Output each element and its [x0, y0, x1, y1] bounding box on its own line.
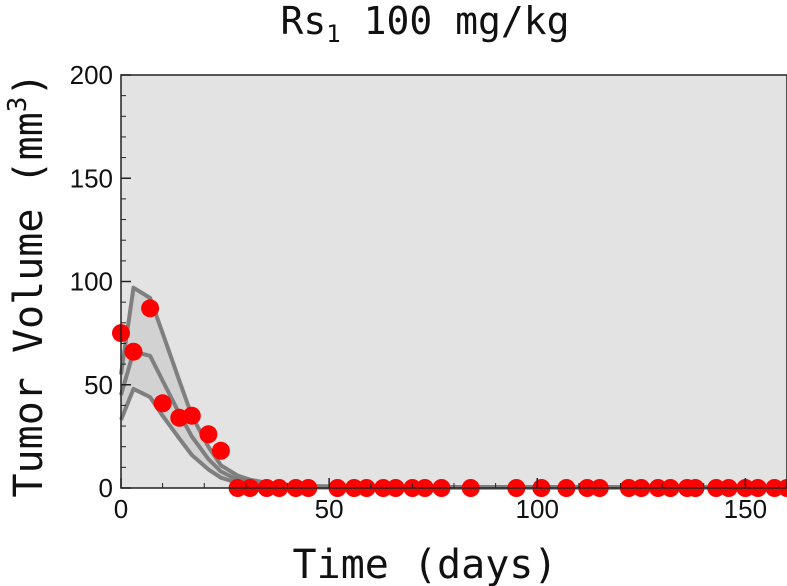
y-tick-label: 200: [70, 60, 113, 90]
y-axis-ticks: 0 50 100 150 200: [70, 60, 131, 503]
x-tick-label: 0: [114, 494, 128, 524]
x-axis-ticks: 0 50 100 150: [114, 478, 767, 524]
y-axis-label-superscript: 3: [3, 97, 33, 113]
x-tick-label: 150: [724, 494, 767, 524]
chart-title-rest: 100 mg/kg: [341, 0, 570, 43]
chart-title-subscript: 1: [326, 20, 340, 48]
y-axis-label: Tumor Volume (mm3): [3, 72, 52, 497]
x-tick-label: 50: [315, 494, 344, 524]
y-tick-label: 150: [70, 163, 113, 193]
y-tick-label: 50: [84, 370, 113, 400]
data-point: [141, 299, 160, 318]
data-point: [153, 394, 172, 413]
data-point: [211, 441, 230, 460]
y-tick-label: 0: [99, 473, 113, 503]
y-tick-label: 100: [70, 267, 113, 297]
chart-title: Rs1 100 mg/kg: [281, 0, 570, 48]
plot-area: [121, 75, 787, 488]
data-point: [124, 342, 143, 361]
data-point: [182, 406, 201, 425]
data-point: [199, 425, 218, 444]
x-axis-label: Time (days): [293, 542, 558, 586]
y-axis-label-main: Tumor Volume (mm: [6, 112, 52, 497]
x-tick-label: 100: [516, 494, 559, 524]
chart-title-prefix: Rs: [281, 0, 327, 43]
observed-points: [112, 299, 787, 497]
y-axis-label-close: ): [6, 72, 52, 96]
